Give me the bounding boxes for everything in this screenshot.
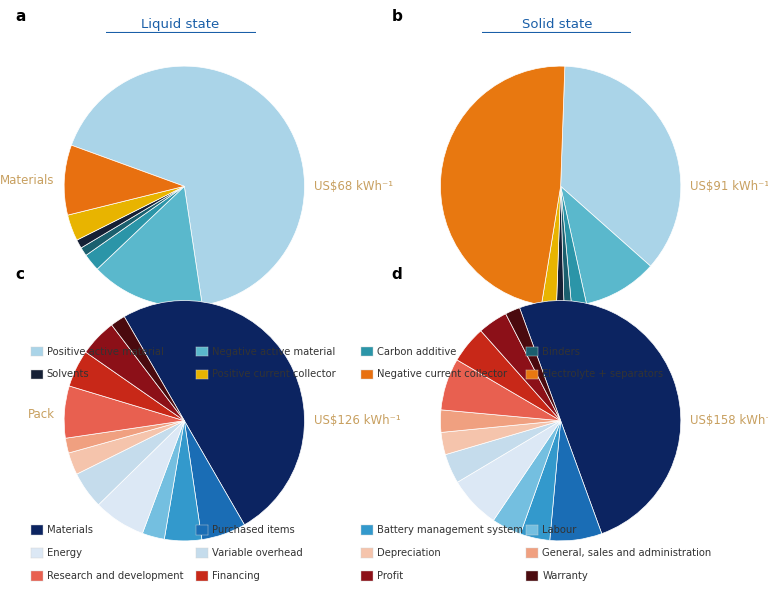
Text: Energy: Energy [47, 548, 82, 558]
Wedge shape [519, 300, 681, 534]
Wedge shape [505, 308, 561, 421]
Wedge shape [561, 66, 681, 266]
Wedge shape [142, 421, 184, 539]
Wedge shape [561, 186, 650, 304]
Wedge shape [440, 410, 561, 433]
Text: US$158 kWh⁻¹: US$158 kWh⁻¹ [690, 414, 768, 427]
Text: Profit: Profit [377, 571, 403, 581]
Wedge shape [86, 186, 184, 269]
Text: Negative current collector: Negative current collector [377, 370, 507, 379]
Text: Financing: Financing [212, 571, 260, 581]
Text: a: a [15, 9, 26, 24]
Text: Solvents: Solvents [47, 370, 90, 379]
Text: c: c [15, 267, 25, 282]
Wedge shape [458, 421, 561, 520]
Wedge shape [71, 66, 305, 305]
Text: Positive current collector: Positive current collector [212, 370, 336, 379]
Wedge shape [541, 186, 561, 307]
Wedge shape [557, 186, 564, 307]
Wedge shape [77, 421, 184, 505]
Text: Solid state: Solid state [521, 18, 592, 31]
Wedge shape [68, 421, 184, 474]
Text: Purchased items: Purchased items [212, 525, 295, 535]
Wedge shape [445, 421, 561, 482]
Text: Depreciation: Depreciation [377, 548, 441, 558]
Text: Warranty: Warranty [542, 571, 588, 581]
Wedge shape [493, 421, 561, 534]
Text: Labour: Labour [542, 525, 577, 535]
Wedge shape [520, 421, 561, 540]
Wedge shape [65, 421, 184, 453]
Wedge shape [184, 421, 244, 540]
Text: Carbon additive: Carbon additive [377, 347, 456, 356]
Wedge shape [98, 421, 184, 533]
Text: Liquid state: Liquid state [141, 18, 220, 31]
Text: Materials: Materials [0, 174, 55, 187]
Text: US$126 kWh⁻¹: US$126 kWh⁻¹ [314, 414, 401, 427]
Text: Research and development: Research and development [47, 571, 184, 581]
Text: Variable overhead: Variable overhead [212, 548, 303, 558]
Wedge shape [441, 421, 561, 454]
Wedge shape [550, 421, 602, 541]
Wedge shape [69, 352, 184, 421]
Wedge shape [481, 314, 561, 421]
Text: General, sales and administration: General, sales and administration [542, 548, 711, 558]
Wedge shape [440, 66, 564, 305]
Text: US$68 kWh⁻¹: US$68 kWh⁻¹ [314, 180, 393, 193]
Text: US$91 kWh⁻¹: US$91 kWh⁻¹ [690, 180, 768, 193]
Text: b: b [392, 9, 402, 24]
Text: Positive active material: Positive active material [47, 347, 164, 356]
Wedge shape [124, 300, 305, 525]
Wedge shape [81, 186, 184, 255]
Wedge shape [85, 325, 184, 421]
Wedge shape [77, 186, 184, 248]
Wedge shape [457, 331, 561, 421]
Text: Electrolyte + separators: Electrolyte + separators [542, 370, 664, 379]
Text: Battery management system: Battery management system [377, 525, 523, 535]
Text: Negative active material: Negative active material [212, 347, 335, 356]
Wedge shape [561, 186, 587, 306]
Wedge shape [68, 186, 184, 240]
Text: Materials: Materials [47, 525, 93, 535]
Wedge shape [441, 360, 561, 421]
Text: Binders: Binders [542, 347, 580, 356]
Wedge shape [561, 186, 571, 307]
Wedge shape [164, 421, 202, 541]
Text: Pack: Pack [28, 408, 55, 421]
Wedge shape [64, 386, 184, 438]
Text: d: d [392, 267, 402, 282]
Wedge shape [64, 145, 184, 215]
Wedge shape [111, 317, 184, 421]
Wedge shape [98, 186, 202, 307]
